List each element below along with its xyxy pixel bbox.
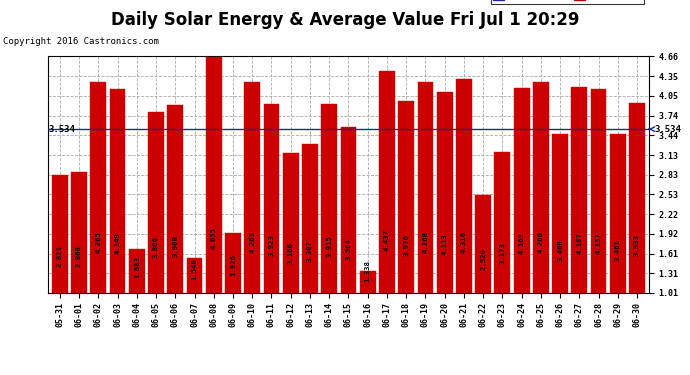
Bar bbox=[495, 153, 511, 358]
Bar bbox=[302, 144, 318, 358]
Bar bbox=[52, 175, 68, 358]
Text: 3.923: 3.923 bbox=[268, 235, 275, 256]
Text: 4.268: 4.268 bbox=[422, 231, 428, 253]
Text: 4.169: 4.169 bbox=[519, 232, 524, 254]
Text: 3.564: 3.564 bbox=[346, 238, 351, 260]
Bar bbox=[244, 82, 260, 358]
Bar bbox=[283, 153, 299, 358]
Text: 4.316: 4.316 bbox=[461, 231, 467, 253]
Bar bbox=[417, 82, 433, 358]
Text: 3.806: 3.806 bbox=[153, 236, 159, 258]
Text: Daily Solar Energy & Average Value Fri Jul 1 20:29: Daily Solar Energy & Average Value Fri J… bbox=[111, 11, 579, 29]
Bar bbox=[533, 82, 549, 358]
Bar bbox=[71, 172, 87, 358]
Bar bbox=[341, 127, 356, 358]
Text: 4.265: 4.265 bbox=[95, 231, 101, 253]
Text: 3.908: 3.908 bbox=[172, 235, 178, 256]
Text: 3.166: 3.166 bbox=[288, 242, 294, 264]
Text: 4.261: 4.261 bbox=[249, 231, 255, 253]
Bar bbox=[571, 87, 587, 358]
Text: 4.437: 4.437 bbox=[384, 230, 390, 252]
Bar bbox=[514, 88, 529, 358]
Bar bbox=[186, 258, 202, 358]
Text: 3.534: 3.534 bbox=[649, 124, 682, 134]
Text: 3.933: 3.933 bbox=[634, 234, 640, 256]
Bar bbox=[129, 249, 145, 358]
Bar bbox=[225, 233, 241, 358]
Bar bbox=[552, 134, 568, 358]
Text: 3.976: 3.976 bbox=[403, 234, 409, 256]
Text: Copyright 2016 Castronics.com: Copyright 2016 Castronics.com bbox=[3, 38, 159, 46]
Text: 3.534: 3.534 bbox=[49, 124, 76, 134]
Text: 4.187: 4.187 bbox=[576, 232, 582, 254]
Text: 2.868: 2.868 bbox=[76, 245, 82, 267]
Text: 1.683: 1.683 bbox=[134, 256, 140, 278]
Bar bbox=[437, 92, 453, 358]
Text: 4.149: 4.149 bbox=[115, 232, 121, 254]
Bar bbox=[379, 70, 395, 358]
Text: 3.915: 3.915 bbox=[326, 235, 332, 256]
Bar bbox=[322, 105, 337, 358]
Bar bbox=[456, 78, 472, 358]
Bar bbox=[610, 134, 626, 358]
Text: 1.540: 1.540 bbox=[192, 258, 197, 280]
Legend: Average  ($), Daily  ($): Average ($), Daily ($) bbox=[491, 0, 644, 4]
Text: 1.926: 1.926 bbox=[230, 254, 236, 276]
Bar bbox=[90, 82, 106, 358]
Bar bbox=[110, 89, 126, 358]
Text: 3.307: 3.307 bbox=[307, 240, 313, 262]
Text: 1.338: 1.338 bbox=[365, 260, 371, 282]
Text: 4.113: 4.113 bbox=[442, 233, 448, 255]
Text: 2.520: 2.520 bbox=[480, 248, 486, 270]
Text: 3.173: 3.173 bbox=[500, 242, 505, 264]
Bar bbox=[398, 100, 414, 358]
Text: 3.461: 3.461 bbox=[615, 239, 621, 261]
Bar bbox=[475, 195, 491, 358]
Bar bbox=[629, 103, 645, 358]
Text: 4.266: 4.266 bbox=[538, 231, 544, 253]
Text: 4.655: 4.655 bbox=[210, 228, 217, 249]
Bar bbox=[168, 105, 183, 358]
Text: 2.821: 2.821 bbox=[57, 245, 63, 267]
Bar bbox=[359, 271, 375, 358]
Bar bbox=[264, 104, 279, 358]
Bar bbox=[206, 57, 221, 358]
Bar bbox=[591, 89, 607, 358]
Bar bbox=[148, 111, 164, 358]
Text: 4.157: 4.157 bbox=[595, 232, 602, 254]
Text: 3.460: 3.460 bbox=[557, 239, 563, 261]
